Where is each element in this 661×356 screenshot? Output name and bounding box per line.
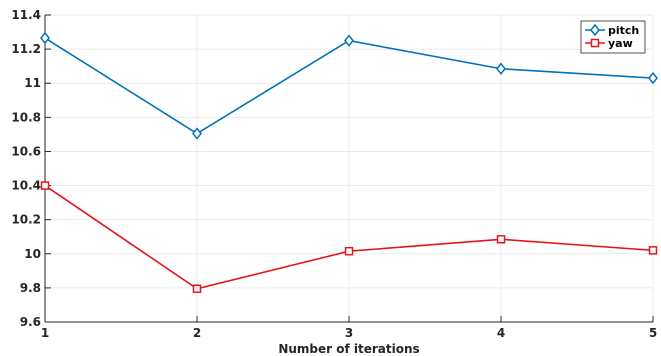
diamond-marker [344, 34, 354, 47]
y-tick-label: 11 [24, 76, 41, 90]
y-tick-label: 11.2 [11, 42, 41, 56]
square-marker [192, 284, 202, 293]
diamond-marker [40, 31, 50, 45]
legend-label: pitch [608, 24, 639, 37]
y-tick-label: 9.8 [20, 281, 41, 295]
x-tick-labels: 1 2 3 4 5 [41, 326, 657, 340]
legend-entry-yaw: yaw [585, 37, 633, 50]
x-tick-label: 5 [649, 326, 657, 340]
y-tick-labels: 9.6 9.8 10 10.2 10.4 10.6 10.8 11 11.2 11.4 [11, 8, 41, 329]
axes [44, 14, 654, 323]
diamond-marker [192, 127, 202, 140]
diamond-marker [648, 71, 658, 85]
diamond-marker [590, 23, 600, 37]
grid-lines [44, 14, 654, 323]
y-tick-label: 9.6 [20, 315, 41, 329]
y-tick-label: 10.6 [11, 144, 41, 158]
square-marker [590, 38, 600, 48]
x-axis-label: Number of iterations [278, 342, 419, 356]
y-tick-label: 10.4 [11, 179, 41, 193]
x-tick-label: 1 [41, 326, 49, 340]
square-marker [648, 246, 658, 255]
legend-entry-pitch: pitch [585, 23, 639, 37]
square-marker [344, 246, 354, 256]
y-tick-label: 10.2 [11, 213, 41, 227]
diamond-marker [496, 62, 506, 75]
x-tick-label: 4 [497, 326, 505, 340]
series-pitch [40, 31, 658, 140]
y-tick-label: 11.4 [11, 8, 41, 22]
x-tick-label: 3 [345, 326, 353, 340]
y-tick-label: 10 [24, 247, 41, 261]
square-marker [496, 235, 506, 244]
x-tick-label: 2 [193, 326, 201, 340]
y-tick-label: 10.8 [11, 110, 41, 124]
legend-label: yaw [608, 37, 633, 50]
series-yaw [40, 181, 658, 293]
legend-box [580, 20, 646, 54]
square-marker [40, 181, 50, 190]
series-group [40, 31, 658, 293]
